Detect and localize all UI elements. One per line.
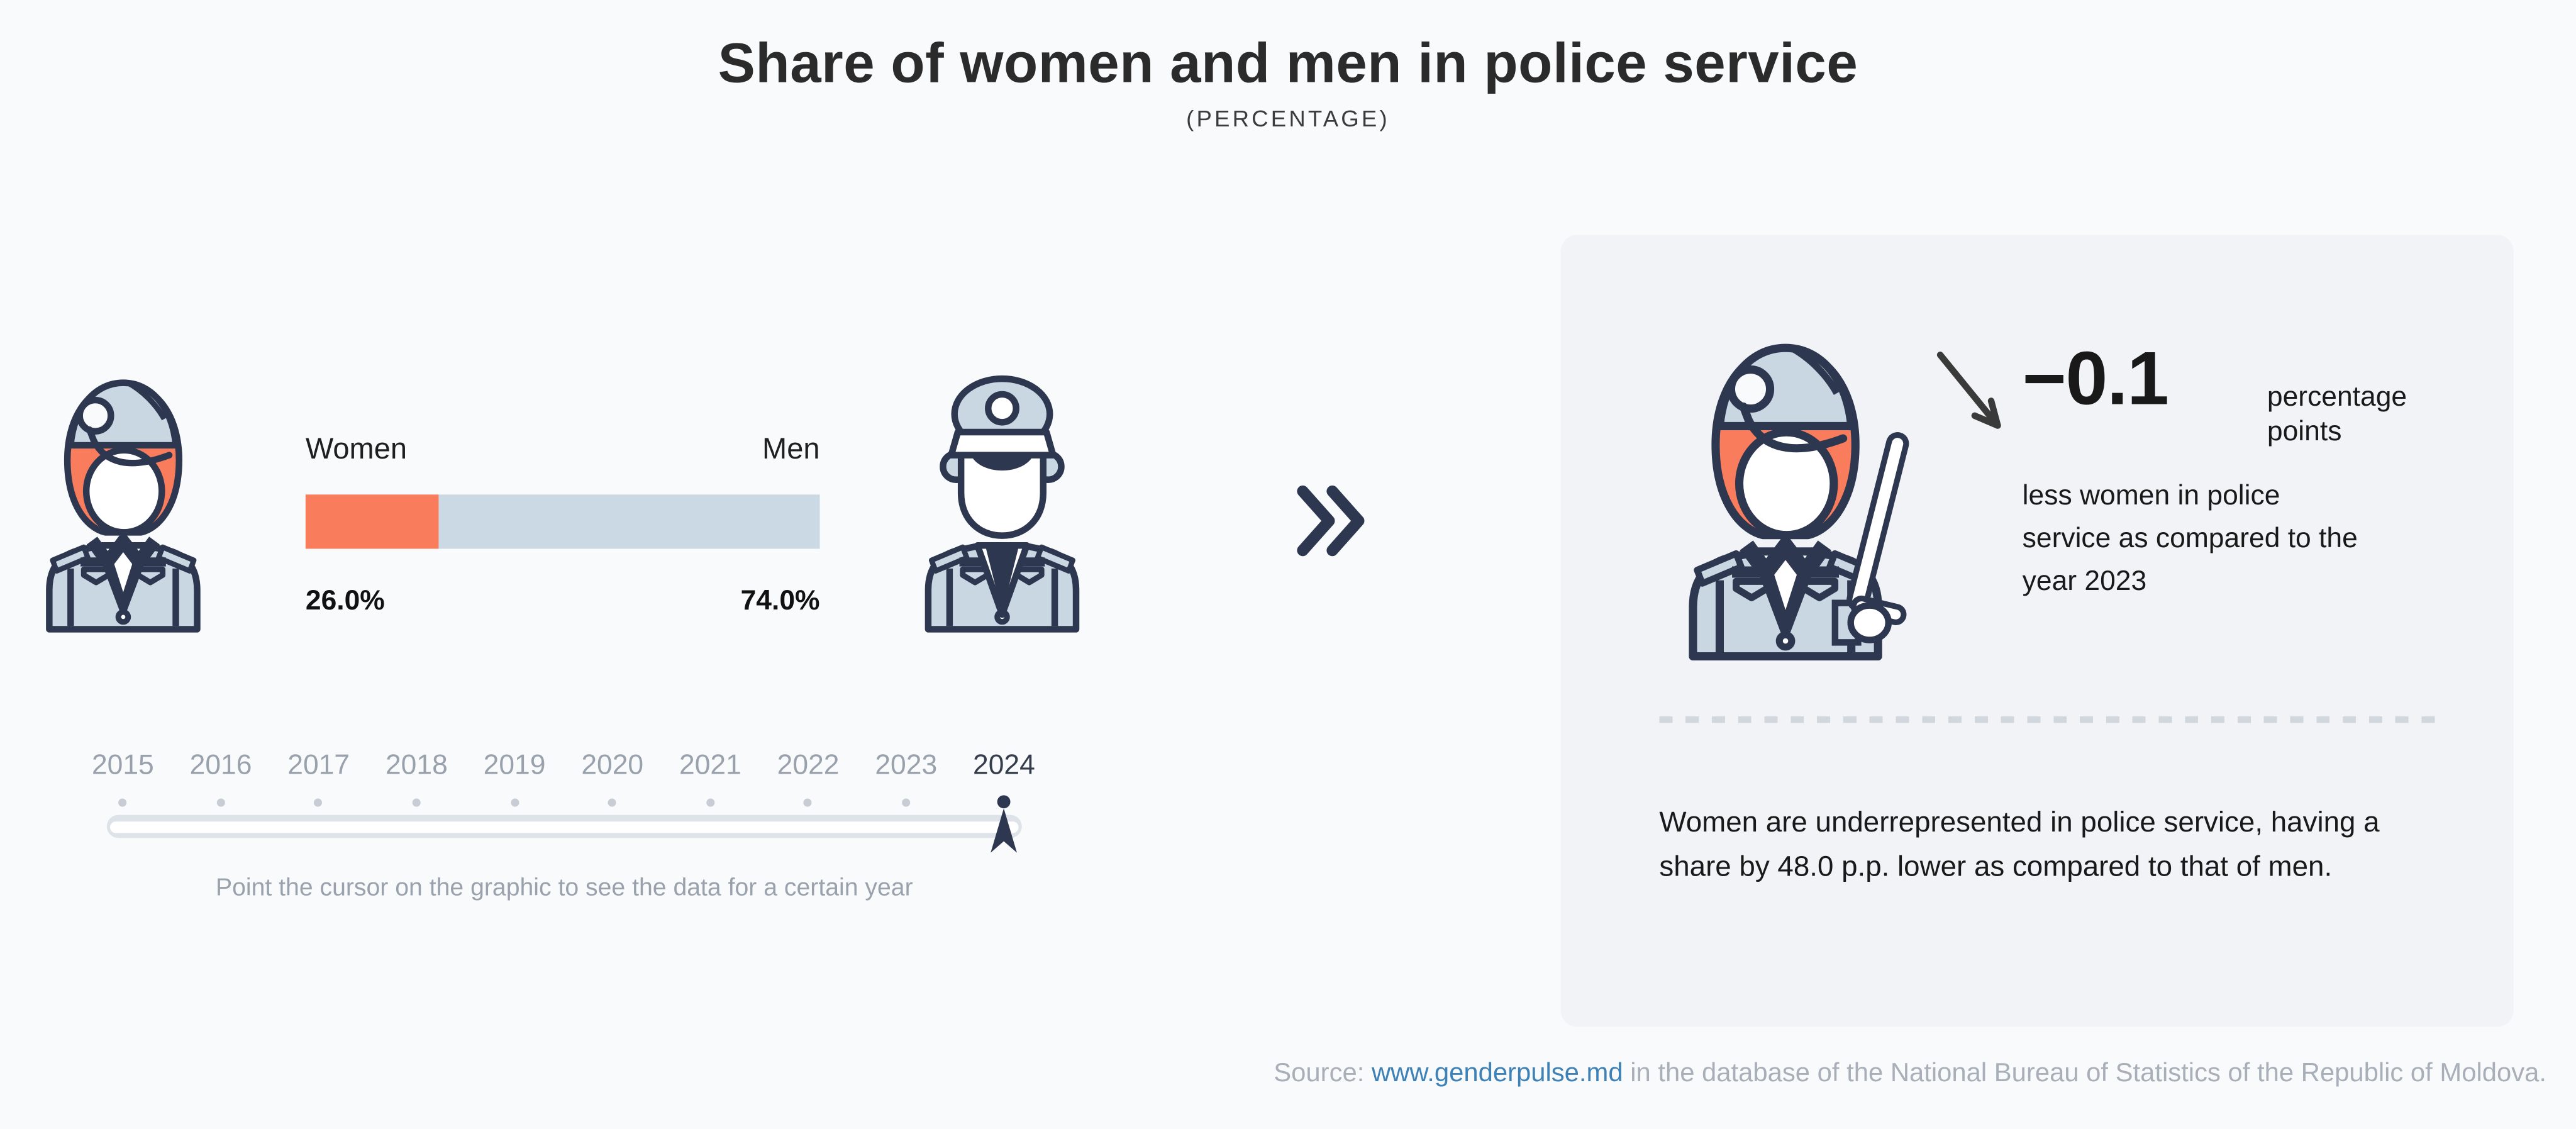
timeline-dot-2021[interactable]: [706, 798, 714, 806]
timeline-dots: [74, 794, 1053, 810]
dashed-divider: [1659, 716, 2445, 723]
timeline-years: 2015 2016 2017 2018 2019 2020 2021 2022 2023 2024: [74, 749, 1053, 782]
delta-description: less women in police service as compared…: [2022, 479, 2358, 597]
timeline-year-2019[interactable]: 2019: [483, 749, 546, 781]
bar-segment-women[interactable]: [305, 494, 440, 549]
timeline-dot-2019[interactable]: [510, 798, 519, 806]
timeline-dot-2018[interactable]: [412, 798, 421, 806]
summary-panel: −0.1 percentage points less women in pol…: [1560, 235, 2514, 1027]
men-value: 74.0%: [740, 584, 820, 616]
timeline-slider-track[interactable]: [106, 815, 1022, 838]
timeline-year-2018[interactable]: 2018: [385, 749, 448, 781]
decrease-arrow-icon: [1932, 347, 2007, 435]
timeline-hint: Point the cursor on the graphic to see t…: [215, 874, 913, 903]
timeline-dot-2017[interactable]: [314, 798, 323, 806]
men-label: Men: [762, 432, 820, 465]
timeline-year-2020[interactable]: 2020: [581, 749, 644, 781]
timeline-slider-track-inner: [110, 820, 1019, 833]
timeline-year-2016[interactable]: 2016: [189, 749, 252, 781]
timeline-dot-2022[interactable]: [804, 798, 813, 806]
double-chevron-icon: [1294, 483, 1367, 559]
women-value: 26.0%: [305, 584, 385, 616]
bar-segment-men[interactable]: [439, 494, 820, 549]
source-link[interactable]: www.genderpulse.md: [1371, 1059, 1623, 1088]
delta-value: −0.1: [2022, 335, 2169, 421]
timeline-dot-2015[interactable]: [118, 798, 127, 806]
timeline-slider-pointer-icon[interactable]: [991, 808, 1017, 853]
women-label: Women: [305, 432, 408, 465]
timeline-year-2024[interactable]: 2024: [973, 749, 1035, 781]
stacked-bar[interactable]: [305, 494, 820, 549]
timeline-dot-2023[interactable]: [902, 798, 911, 806]
page-title: Share of women and men in police service: [718, 33, 1858, 96]
timeline-year-2023[interactable]: 2023: [875, 749, 938, 781]
source-prefix: Source:: [1274, 1059, 1365, 1088]
timeline-dot-2024[interactable]: [997, 795, 1011, 809]
policeman-icon: [912, 358, 1092, 632]
timeline-dot-2016[interactable]: [216, 798, 225, 806]
timeline-year-2017[interactable]: 2017: [287, 749, 350, 781]
summary-text: Women are underrepresented in police ser…: [1659, 805, 2380, 882]
timeline-dot-2020[interactable]: [608, 798, 617, 806]
timeline-year-2015[interactable]: 2015: [91, 749, 154, 781]
timeline-year-2022[interactable]: 2022: [777, 749, 840, 781]
share-bar-chart: Women Men 26.0% 74.0%: [305, 430, 820, 618]
source-line: Source: www.genderpulse.md in the databa…: [1274, 1060, 2546, 1089]
policewoman-icon: [33, 358, 213, 632]
policewoman-baton-icon: [1672, 317, 1914, 660]
source-suffix: in the database of the National Bureau o…: [1630, 1059, 2546, 1088]
page-subtitle: (PERCENTAGE): [1186, 105, 1390, 131]
delta-unit: percentage points: [2267, 381, 2407, 447]
timeline-year-2021[interactable]: 2021: [679, 749, 741, 781]
